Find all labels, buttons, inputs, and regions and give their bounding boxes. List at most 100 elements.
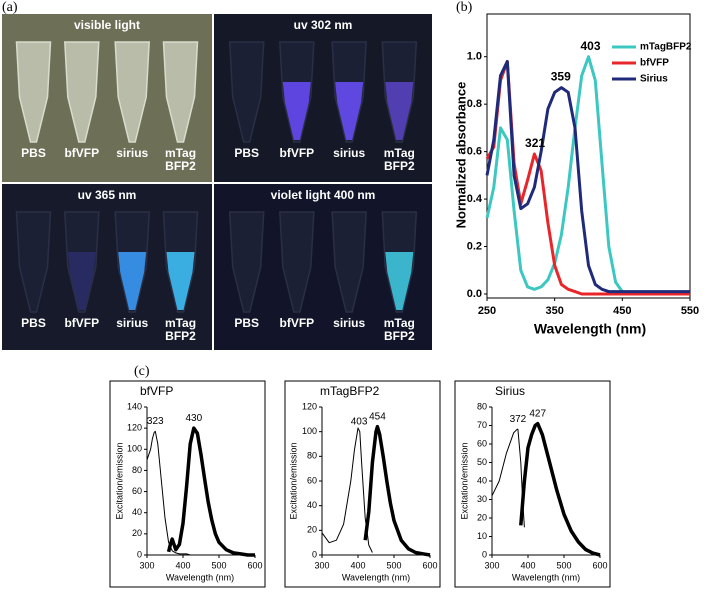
x-axis-label: Wavelength (nm): [534, 321, 646, 337]
tube-label: mTag: [165, 316, 196, 330]
y-tick-label: 20: [132, 528, 142, 538]
tube-glow: [282, 82, 311, 140]
y-axis-label: Excitation/emission: [459, 442, 469, 519]
chart-frame: [109, 380, 266, 588]
peak-label: 430: [185, 413, 202, 424]
peak-label: 427: [529, 408, 546, 419]
y-tick-label: 60: [477, 438, 487, 448]
y-tick-label: 40: [132, 507, 142, 517]
peak-label: 403: [581, 39, 601, 53]
tube-glow: [335, 82, 364, 140]
y-tick-label: 20: [307, 525, 317, 535]
photo-title: uv 302 nm: [294, 18, 353, 32]
x-axis-label: Wavelength (nm): [512, 572, 580, 582]
y-tick-label: 140: [127, 401, 142, 411]
peak-label: 321: [525, 136, 545, 150]
tube-label: BFP2: [384, 329, 415, 343]
y-tick-label: 120: [127, 423, 142, 433]
chart-frame: [284, 380, 441, 588]
x-tick-label: 300: [139, 560, 154, 570]
panel-label: (a): [2, 0, 18, 15]
x-tick-label: 600: [247, 560, 262, 570]
y-axis-label: Excitation/emission: [114, 442, 124, 519]
y-tick-label: 60: [307, 475, 317, 485]
y-axis-label: Normalized absorbance: [453, 82, 468, 229]
x-tick-label: 400: [520, 560, 535, 570]
peak-label: 403: [351, 416, 368, 427]
y-tick-label: 0.4: [467, 193, 483, 205]
x-tick-label: 500: [386, 560, 401, 570]
chart: 0.0 0.2 0.4 0.6 0.8 1.0 250 350 450 550 403 321 359 W…: [453, 13, 699, 337]
tube-label: sirius: [116, 146, 148, 160]
legend-label: mTagBFP2: [640, 42, 692, 53]
tube: [162, 41, 199, 143]
series-line: [485, 60, 690, 294]
tube: [64, 41, 100, 143]
tube-label: PBS: [21, 146, 46, 160]
y-tick-label: 0.0: [467, 288, 482, 300]
panel-label: (b): [456, 0, 473, 15]
y-tick-label: 30: [477, 494, 487, 504]
tube-label: mTag: [384, 146, 415, 160]
x-tick-label: 600: [422, 560, 437, 570]
x-tick-label: 500: [211, 560, 226, 570]
tube-label: sirius: [116, 316, 148, 330]
y-tick-label: 80: [132, 465, 142, 475]
x-tick-label: 600: [592, 560, 607, 570]
y-tick-label: 80: [307, 451, 317, 461]
x-tick-label: 400: [350, 560, 365, 570]
series-line: [519, 421, 601, 557]
y-tick-label: 100: [127, 444, 142, 454]
y-tick-label: 0.8: [467, 98, 482, 110]
peak-label: 372: [510, 414, 527, 425]
tube-label: BFP2: [165, 329, 196, 343]
chart-frame: [454, 380, 611, 588]
tube-label: BFP2: [165, 159, 196, 173]
legend-label: bfVFP: [640, 58, 669, 69]
x-tick-label: 500: [556, 560, 571, 570]
y-axis-label: Excitation/emission: [288, 442, 298, 519]
tube-label: PBS: [234, 316, 259, 330]
tube: [331, 211, 367, 313]
tube-label: sirius: [333, 316, 365, 330]
tube-label: bfVFP: [280, 316, 315, 330]
chart-title: mTagBFP2: [320, 384, 380, 398]
y-tick-label: 40: [477, 475, 487, 485]
tube-label: bfVFP: [64, 146, 99, 160]
tube: [228, 211, 265, 313]
tube: [279, 211, 315, 313]
tube-label: mTag: [165, 146, 196, 160]
x-tick-label: 300: [484, 560, 499, 570]
y-tick-label: 120: [302, 401, 317, 411]
x-tick-label: 550: [681, 305, 699, 317]
y-tick-label: 0.2: [467, 240, 482, 252]
x-tick-label: 350: [545, 305, 563, 317]
x-tick-label: 400: [175, 560, 190, 570]
tube-label: mTag: [384, 316, 415, 330]
photo-title: uv 365 nm: [78, 188, 137, 202]
peak-label: 359: [551, 70, 571, 84]
y-tick-label: 0.6: [467, 146, 482, 158]
tube-label: BFP2: [384, 159, 415, 173]
peak-label: 454: [369, 411, 386, 422]
y-tick-label: 0: [137, 549, 142, 559]
y-tick-label: 70: [477, 420, 487, 430]
y-tick-label: 1.0: [467, 51, 482, 63]
y-tick-label: 40: [307, 500, 317, 510]
chart-title: Sirius: [495, 384, 525, 398]
y-tick-label: 60: [132, 486, 142, 496]
x-tick-label: 300: [314, 560, 329, 570]
series-line: [363, 424, 431, 557]
x-axis-label: Wavelength (nm): [166, 572, 234, 582]
tube-glow: [385, 82, 414, 140]
tube: [15, 41, 52, 143]
series-line: [166, 426, 255, 557]
tube: [114, 41, 150, 143]
chart-title: bfVFP: [140, 384, 173, 398]
tube-label: PBS: [21, 316, 46, 330]
y-tick-label: 0: [482, 549, 487, 559]
y-tick-label: 20: [477, 512, 487, 522]
